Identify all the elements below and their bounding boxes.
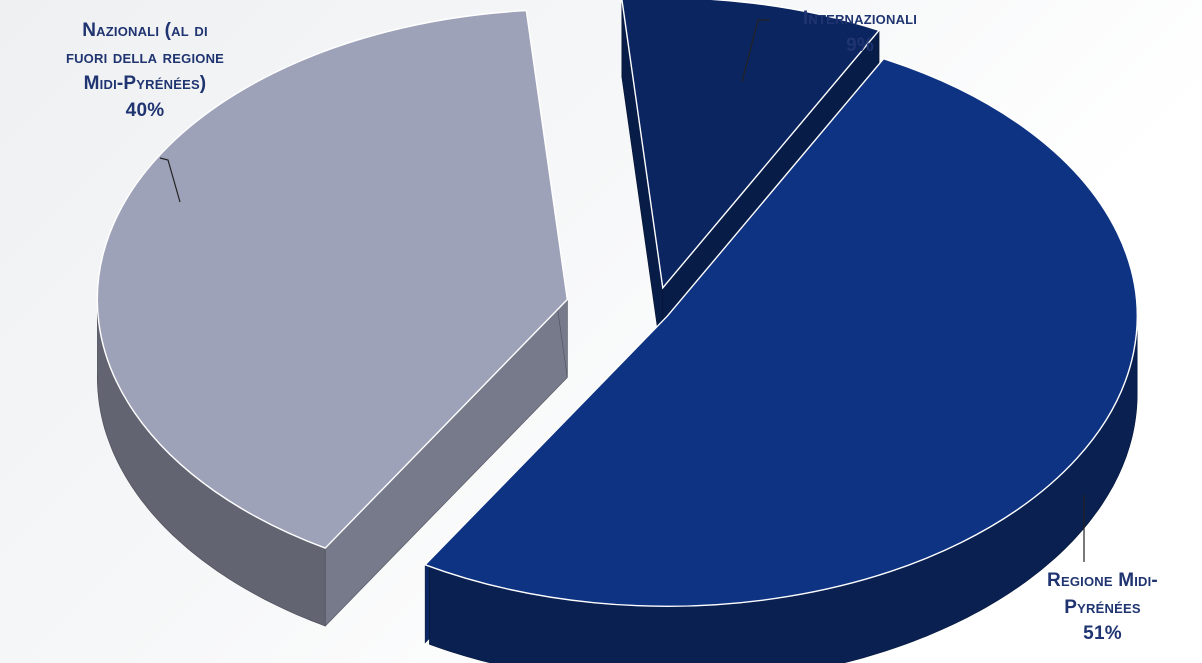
leader-lines <box>159 19 1085 562</box>
pie-slice-internazionali-top <box>621 0 881 290</box>
pie-slice-nazionali <box>96 9 569 627</box>
label-internazionali-line1: Internazionali <box>802 8 918 29</box>
data-label-internazionali: Internazionali 9% <box>760 6 960 59</box>
leader-line-nazionali <box>159 157 181 203</box>
data-label-nazionali: Nazionali (al di fuori della regione Mid… <box>20 18 270 124</box>
label-nazionali-line3: Midi-Pyrénées) <box>83 73 207 95</box>
data-label-regione: Regione Midi- Pyrénées 51% <box>1010 568 1195 648</box>
label-internazionali-percent: 9% <box>846 34 874 56</box>
pie-slices <box>96 0 1138 663</box>
pie-slice-regione <box>423 57 1138 663</box>
leader-line-internazionali <box>741 19 770 83</box>
label-regione-percent: 51% <box>1083 623 1122 645</box>
pie-slice-regione-top <box>423 57 1138 607</box>
label-regione-line1: Regione Midi- <box>1047 570 1158 591</box>
label-regione-line2: Pyrénées <box>1064 596 1141 618</box>
label-nazionali-line2: fuori della regione <box>65 46 225 68</box>
label-nazionali-percent: 40% <box>125 99 165 121</box>
label-nazionali-line1: Nazionali (al di <box>82 20 208 41</box>
pie-slice-nazionali-top <box>96 9 569 549</box>
